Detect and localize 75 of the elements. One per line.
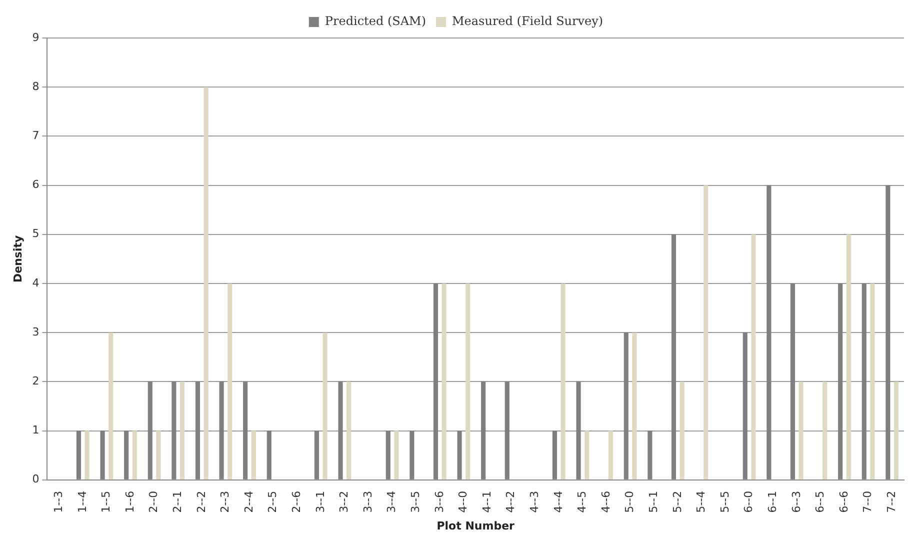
x-tick-label: 4--0: [456, 490, 470, 513]
bar: [822, 382, 828, 480]
y-tick-label: 6: [32, 178, 40, 192]
x-tick-label: 4--6: [599, 490, 612, 513]
y-axis-title: Density: [11, 235, 24, 283]
x-tick-label: 3--6: [432, 490, 446, 513]
x-tick-label: 1--6: [123, 490, 136, 513]
x-tick-label: 3--5: [408, 490, 422, 513]
x-tick-label: 6--1: [766, 490, 779, 513]
x-tick-label: 1--5: [100, 490, 113, 513]
bar: [156, 430, 161, 480]
y-tick-label: 8: [32, 80, 40, 93]
bar: [632, 332, 637, 480]
bar: [798, 382, 804, 480]
x-tick-label: 5--4: [694, 490, 708, 513]
x-tick-label: 5--2: [670, 490, 684, 513]
bar: [204, 87, 208, 480]
x-tick-label: 2--0: [147, 490, 160, 513]
x-tick-label: 2--3: [218, 490, 232, 513]
x-tick-label: 4--1: [480, 490, 494, 513]
bar: [346, 382, 352, 480]
bar: [870, 283, 875, 480]
x-tick-label: 6--0: [742, 490, 756, 513]
x-tick-label: 2--2: [194, 490, 208, 513]
y-tick-label: 9: [32, 30, 40, 44]
bar: [228, 283, 232, 480]
x-tick-label: 6--5: [814, 490, 827, 513]
x-axis-title: Plot Number: [436, 519, 516, 532]
bar: [704, 185, 708, 480]
x-tick-label: 4--5: [576, 490, 589, 513]
y-tick-label: 2: [32, 374, 40, 388]
bar: [322, 332, 328, 480]
x-tick-label: 5--1: [646, 490, 660, 513]
x-tick-label: 4--2: [504, 490, 518, 513]
x-tick-label: 7--2: [884, 490, 898, 513]
x-tick-label: 4--3: [528, 490, 541, 513]
x-tick-label: 6--3: [790, 490, 803, 513]
x-tick-label: 2--6: [290, 490, 303, 513]
bar: [251, 430, 256, 480]
y-tick-label: 4: [32, 276, 40, 290]
y-tick-label: 0: [32, 472, 40, 486]
bar: [584, 430, 590, 480]
bar: [846, 234, 851, 480]
bar: [608, 430, 613, 480]
y-tick-label: 3: [32, 325, 40, 338]
y-tick-label: 5: [32, 227, 40, 240]
x-tick-label: 1--3: [52, 490, 65, 513]
x-tick-label: 2--1: [170, 490, 184, 513]
bar: [894, 382, 899, 480]
x-tick-label: 5--0: [623, 490, 636, 513]
x-tick-label: 6--6: [837, 490, 850, 513]
x-tick-label: 2--4: [242, 490, 256, 513]
bar: [560, 283, 566, 480]
x-tick-label: 3--3: [361, 490, 374, 513]
bar: [394, 430, 399, 480]
legend-label: Predicted (SAM): [324, 14, 426, 28]
x-tick-label: 3--4: [385, 490, 398, 513]
bar: [680, 382, 684, 480]
x-tick-label: 4--4: [552, 490, 565, 513]
bar: [442, 283, 446, 480]
x-tick-label: 1--4: [76, 490, 89, 513]
x-tick-label: 3--1: [314, 490, 327, 513]
x-tick-label: 3--2: [338, 490, 351, 513]
bar: [132, 430, 137, 480]
bar: [108, 332, 114, 480]
y-tick-label: 1: [32, 424, 40, 437]
x-tick-label: 2--5: [266, 490, 280, 513]
x-tick-label: 7--0: [861, 490, 874, 513]
x-tick-label: 5--5: [718, 490, 732, 513]
bar: [751, 234, 756, 480]
y-tick-label: 7: [32, 129, 40, 142]
bar: [180, 382, 185, 480]
bar: [466, 283, 470, 480]
legend-label: Measured (Field Survey): [452, 14, 604, 28]
bar: [84, 430, 90, 480]
